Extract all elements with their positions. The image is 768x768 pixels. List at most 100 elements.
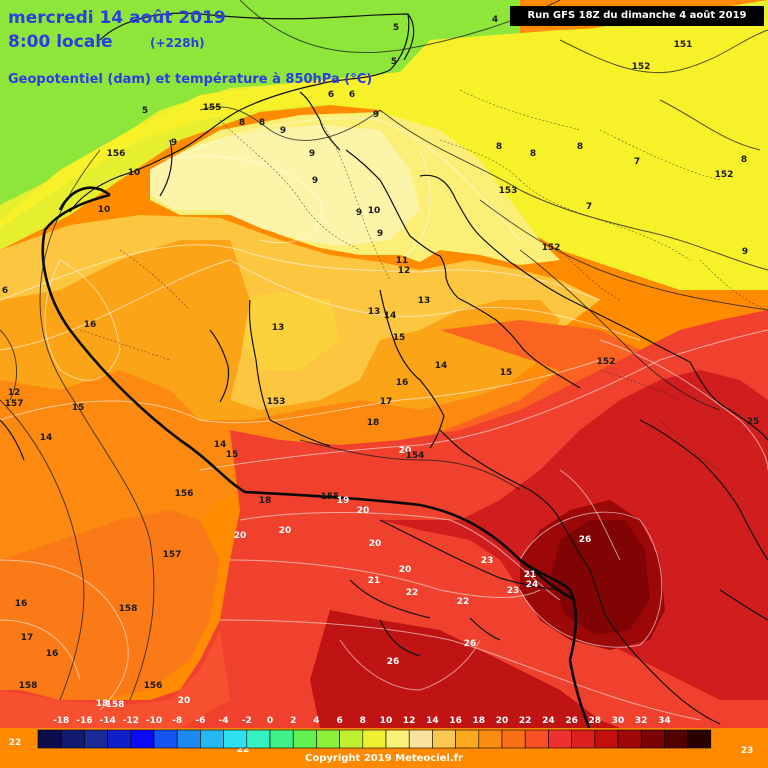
legend-tick-label: -10: [146, 716, 162, 726]
contour-label: 14: [214, 440, 227, 450]
contour-label: 21: [524, 570, 537, 580]
contour-label: 5: [142, 106, 148, 116]
zone-yellow: [0, 20, 768, 290]
zone-yellow-orange: [230, 292, 340, 370]
contour-label: 9: [312, 176, 318, 186]
contour-label: 14: [40, 433, 53, 443]
contour-label: 157: [5, 399, 24, 409]
contour-label: 15: [226, 450, 239, 460]
legend-tick-label: 6: [336, 716, 342, 726]
contour-label: 22: [406, 588, 419, 598]
legend-swatch: [153, 729, 178, 749]
contour-label: 17: [380, 397, 393, 407]
legend-swatch: [200, 729, 224, 749]
legend-tick-label: 10: [380, 716, 393, 726]
legend-tick-label: 2: [290, 716, 296, 726]
contour-label: 9: [309, 149, 315, 159]
title-offset: (+228h): [150, 36, 205, 50]
legend-swatch: [60, 729, 85, 749]
contour-label: 6: [2, 286, 8, 296]
contour-label: 13: [418, 296, 431, 306]
legend-swatch: [339, 729, 364, 749]
legend-tick-label: 20: [496, 716, 509, 726]
legend-tick-label: 0: [267, 716, 273, 726]
contour-label: 8: [577, 142, 583, 152]
contour-label: 153: [499, 186, 518, 196]
contour-1555-thick: [41, 186, 591, 728]
contour-label: 158: [106, 700, 125, 710]
zone-orange-west: [0, 510, 220, 700]
legend-tick-label: 28: [589, 716, 602, 726]
contour-label: 151: [674, 40, 693, 50]
legend-tick-label: -2: [242, 716, 252, 726]
legend-tick-label: -14: [99, 716, 115, 726]
contour-label: 20: [234, 531, 247, 541]
contour-label: 156: [144, 681, 163, 691]
legend-tick-label: 8: [360, 716, 366, 726]
legend-tick-label: -12: [123, 716, 139, 726]
legend-tick-label: -4: [219, 716, 229, 726]
contour-label: 152: [597, 357, 616, 367]
contour-label: 20: [399, 565, 412, 575]
legend-swatch: [524, 729, 549, 749]
map-subtitle: Geopotentiel (dam) et température à 850h…: [8, 72, 373, 87]
legend-swatch: [640, 729, 665, 749]
contour-label: 155: [203, 103, 222, 113]
legend-swatch: [37, 729, 62, 749]
contour-label: 153: [267, 397, 286, 407]
contour-label: 16: [84, 320, 97, 330]
contour-label: 156: [175, 489, 194, 499]
contour-label: 23: [481, 556, 494, 566]
contour-label: 8: [530, 149, 536, 159]
legend-swatch: [385, 729, 410, 749]
contour-label: 20: [357, 506, 370, 516]
title-date: mercredi 14 août 2019: [8, 8, 226, 28]
contour-label: 23: [507, 586, 520, 596]
contour-label: 18: [259, 496, 272, 506]
contour-label: 10: [368, 206, 381, 216]
legend-swatch: [84, 729, 108, 749]
legend-swatch: [362, 729, 387, 749]
contour-label: 154: [406, 451, 425, 461]
contour-label: 14: [435, 361, 448, 371]
legend-swatch: [292, 729, 317, 749]
legend-tick-label: -18: [53, 716, 69, 726]
contour-label: 21: [368, 576, 381, 586]
contour-label: 9: [373, 110, 379, 120]
zone-green: [0, 0, 520, 220]
contour-label: 152: [715, 170, 734, 180]
legend-swatch: [617, 729, 642, 749]
legend-swatch: [478, 729, 503, 749]
contour-label: 22: [9, 738, 22, 748]
contour-label: 15: [500, 368, 513, 378]
legend-tick-label: 24: [542, 716, 555, 726]
contour-label: 158: [119, 604, 138, 614]
contour-label: 22: [237, 745, 250, 755]
legend-tick-label: 22: [519, 716, 532, 726]
contour-label: 9: [742, 247, 748, 257]
contour-label: 16: [15, 599, 28, 609]
contour-label: 25: [747, 417, 760, 427]
contour-label: 15: [72, 403, 85, 413]
contour-label: 23: [741, 746, 754, 756]
temperature-legend: -18 -16 -14 -12 -10 -8 -6 -4 -2 0 2 4 6 8 10 12 14 16 18 20…: [37, 716, 712, 749]
contour-label: 4: [492, 15, 498, 25]
legend-swatch: [130, 729, 155, 749]
contour-label: 12: [8, 388, 21, 398]
contour-label: 5: [391, 57, 397, 67]
contour-label: 19: [337, 496, 350, 506]
contour-label: 7: [634, 157, 640, 167]
run-info-banner: Run GFS 18Z du dimanche 4 août 2019: [510, 6, 764, 26]
contour-label: 8: [496, 142, 502, 152]
contour-label: 6: [328, 90, 334, 100]
contour-label: 16: [396, 378, 409, 388]
contour-label: 14: [384, 311, 397, 321]
contour-label: 8: [259, 118, 265, 128]
borders: [79, 89, 768, 471]
legend-tick-label: -6: [195, 716, 205, 726]
legend-tick-label: 32: [635, 716, 648, 726]
contour-label: 156: [107, 149, 126, 159]
contour-label: 26: [464, 639, 477, 649]
zone-dark-red-2: [310, 610, 620, 728]
